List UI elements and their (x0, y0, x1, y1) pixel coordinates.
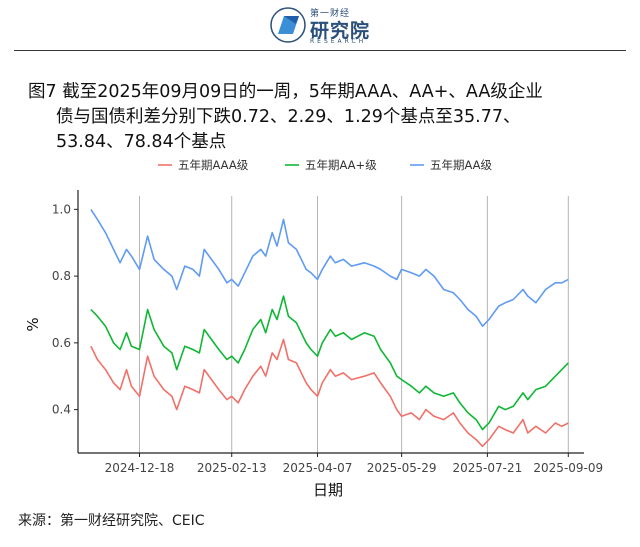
y-tick-label: 1.0 (52, 202, 71, 216)
source-note: 来源：第一财经研究院、CEIC (18, 513, 205, 529)
x-tick-label: 2025-07-21 (453, 461, 523, 475)
figure-title: 图7 截至2025年09月09日的一周，5年期AAA、AA+、AA级企业 债与国… (28, 80, 618, 155)
series-line-aaa (90, 338, 569, 448)
x-tick-label: 2025-02-13 (197, 461, 267, 475)
x-tick-label: 2025-05-29 (367, 461, 437, 475)
y-tick-label: 0.6 (52, 336, 71, 350)
x-axis-label: 日期 (313, 481, 343, 499)
logo-emblem-icon (270, 7, 306, 43)
brand-english-text: RESEARCH (310, 38, 367, 45)
title-line-3: 53.84、78.84个基点 (56, 132, 227, 152)
x-tick-label: 2024-12-18 (105, 461, 175, 475)
header-divider (14, 50, 626, 51)
legend-label-aaplus: 五年期AA+级 (305, 158, 377, 172)
brand-logo: 第一财经 研究院 RESEARCH (268, 4, 378, 48)
series-line-aa (90, 208, 569, 327)
y-tick-label: 0.4 (52, 403, 71, 417)
title-line-2: 债与国债利差分别下跌0.72、2.29、1.29个基点至35.77、 (56, 107, 521, 127)
legend-label-aa: 五年期AA级 (430, 158, 493, 172)
spread-line-chart: 0.4 0.6 0.8 1.0 2024-12-18 2025-02-13 2025-04-… (24, 158, 603, 499)
x-tick-label: 2025-09-09 (533, 461, 603, 475)
legend-label-aaa: 五年期AAA级 (178, 158, 249, 172)
y-tick-label: 0.8 (52, 269, 71, 283)
series-line-aaplus (90, 295, 569, 431)
brand-small-text: 第一财经 (310, 9, 351, 19)
y-axis-label: % (24, 317, 42, 331)
brand-name-text: 研究院 (310, 20, 371, 42)
title-line-1: 图7 截至2025年09月09日的一周，5年期AAA、AA+、AA级企业 (28, 82, 543, 102)
x-tick-label: 2025-04-07 (283, 461, 353, 475)
